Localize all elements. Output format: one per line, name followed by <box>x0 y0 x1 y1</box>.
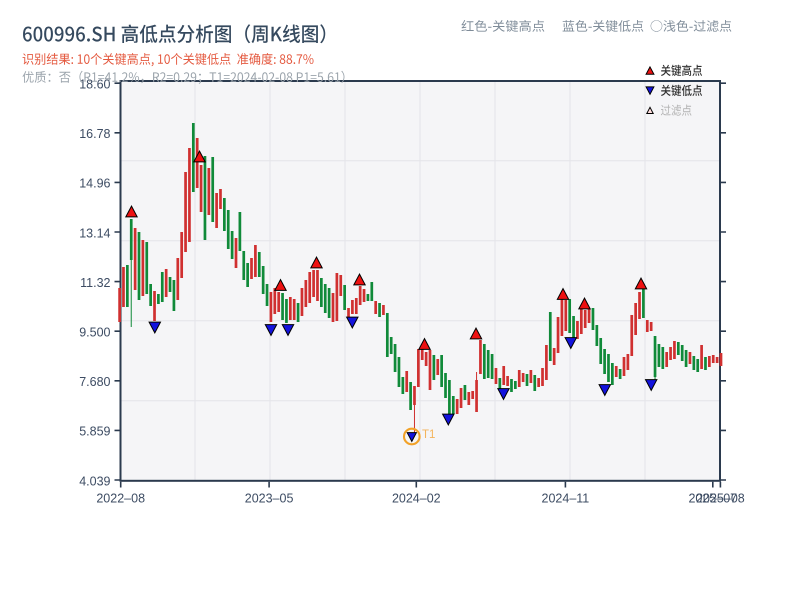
svg-text:16.78: 16.78 <box>79 127 110 141</box>
svg-text:18.60: 18.60 <box>79 78 110 92</box>
svg-text:13.14: 13.14 <box>79 226 110 240</box>
svg-text:9.500: 9.500 <box>79 326 110 340</box>
svg-text:4.039: 4.039 <box>79 474 110 488</box>
svg-text:T1: T1 <box>422 429 435 441</box>
svg-text:2024–11: 2024–11 <box>542 492 590 506</box>
svg-text:11.32: 11.32 <box>80 276 110 290</box>
svg-text:2023–05: 2023–05 <box>245 492 294 506</box>
svg-text:5.859: 5.859 <box>79 425 110 439</box>
svg-text:2025–07: 2025–07 <box>688 492 737 506</box>
svg-text:2025–08: 2025–08 <box>696 492 745 506</box>
svg-text:7.680: 7.680 <box>79 375 110 389</box>
svg-text:14.96: 14.96 <box>79 177 110 191</box>
svg-text:2022–08: 2022–08 <box>96 492 145 506</box>
svg-text:2024–02: 2024–02 <box>392 492 441 506</box>
